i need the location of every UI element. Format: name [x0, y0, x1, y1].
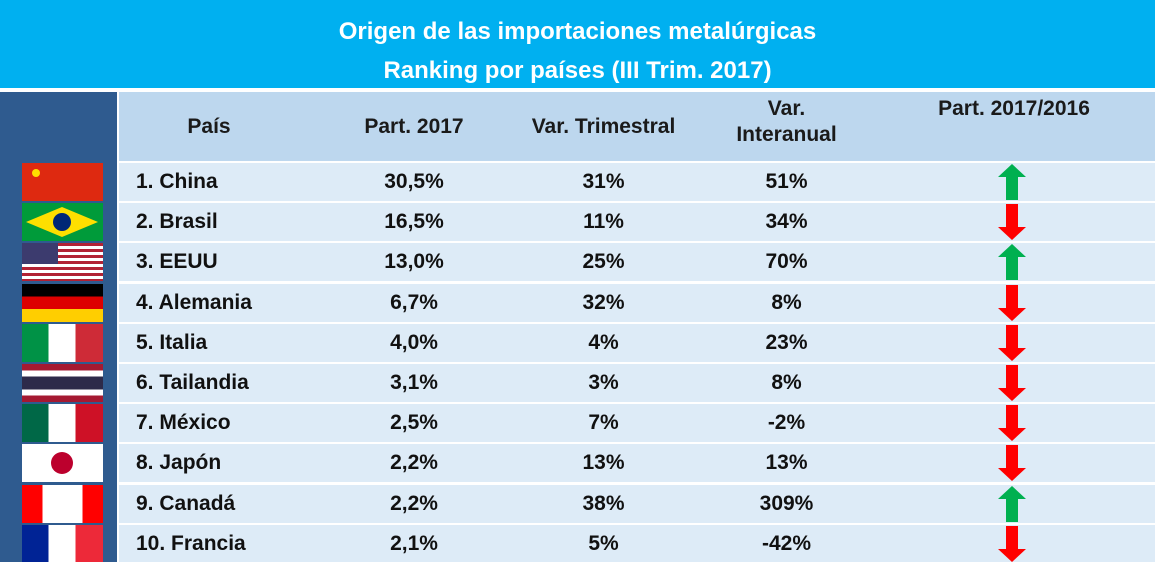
title-band: Origen de las importaciones metalúrgicas…: [0, 0, 1155, 88]
value-cell: 6,7%: [390, 290, 438, 314]
value-cell: 30,5%: [384, 170, 444, 193]
arrow: [998, 324, 1026, 361]
value-cell: 70%: [765, 250, 808, 274]
value-cell: 2,5%: [390, 411, 438, 435]
value-cell: 13%: [582, 451, 625, 475]
value-cell: 2,2%: [390, 491, 438, 515]
flag: [22, 243, 103, 282]
arrow: [998, 244, 1026, 281]
country: 5. Italia: [136, 330, 208, 354]
country: 9. Canadá: [136, 491, 236, 515]
value-cell: 13%: [765, 451, 808, 475]
table-row: 8. Japón 2,2% 13% 13%: [119, 444, 1155, 483]
value-cell: 31%: [582, 170, 625, 193]
table-row: 9. Canadá 2,2% 38% 309%: [119, 484, 1155, 523]
arrow-down: [998, 525, 1026, 562]
table-row: 10. Francia 2,1% 5% -42%: [119, 524, 1155, 562]
value-cell: 7%: [588, 411, 619, 435]
header-cell: País: [187, 115, 231, 138]
country: 2. Brasil: [136, 210, 218, 234]
value-cell: 5%: [588, 531, 619, 555]
flag: [22, 524, 103, 562]
value-cell: 3,1%: [390, 371, 438, 394]
flag: [22, 364, 103, 402]
arrow-down: [998, 405, 1026, 442]
table-row: 7. México 2,5% 7% -2%: [119, 404, 1155, 443]
value-cell: 25%: [582, 250, 625, 274]
value-cell: 16,5%: [384, 210, 444, 234]
value-cell: 3%: [588, 371, 619, 394]
arrow: [998, 365, 1026, 401]
country: 7. México: [136, 411, 231, 435]
country: 4. Alemania: [136, 290, 252, 314]
arrow-up: [998, 164, 1026, 200]
table-row: 3. EEUU 13,0% 25% 70%: [119, 243, 1155, 282]
arrow: [998, 485, 1026, 522]
country: 3. EEUU: [136, 250, 218, 274]
arrow-down: [998, 284, 1026, 321]
flag: [22, 203, 103, 242]
value-cell: 32%: [582, 290, 625, 314]
table-row: 2. Brasil 16,5% 11% 34%: [119, 203, 1155, 242]
flag: [22, 404, 103, 443]
table-row: 5. Italia 4,0% 4% 23%: [119, 323, 1155, 362]
header-cell: Var. Interanual: [736, 97, 837, 146]
value-cell: 4,0%: [390, 330, 438, 354]
flag: [22, 484, 103, 523]
value-cell: -42%: [761, 531, 812, 555]
table-row: 6. Tailandia 3,1% 3% 8%: [119, 364, 1155, 402]
table-row: 1. China 30,5% 31% 51%: [119, 163, 1155, 201]
header-cell: Part. 2017/2016: [938, 97, 1090, 120]
value-cell: 51%: [765, 170, 808, 193]
value-cell: 8%: [771, 371, 802, 394]
country: 1. China: [136, 170, 218, 193]
arrow-up: [998, 485, 1026, 522]
flag-detail: [22, 243, 58, 265]
arrow: [998, 164, 1026, 200]
value-cell: 34%: [765, 210, 808, 234]
arrow: [998, 445, 1026, 482]
arrow-up: [998, 244, 1026, 281]
arrow: [998, 204, 1026, 241]
arrow: [998, 405, 1026, 442]
value-cell: 8%: [771, 290, 802, 314]
country: 6. Tailandia: [136, 371, 249, 394]
flag-detail: [26, 207, 98, 238]
table-row: 4. Alemania 6,7% 32% 8%: [119, 283, 1155, 322]
flag-detail: [32, 169, 40, 177]
arrow: [998, 525, 1026, 562]
header-cell: Part. 2017: [364, 115, 464, 138]
value-cell: 38%: [582, 491, 625, 515]
title: Origen de las importaciones metalúrgicas: [338, 18, 817, 45]
value-cell: 11%: [583, 210, 624, 234]
flag: [22, 283, 103, 322]
header-cell: Var. Trimestral: [531, 115, 676, 138]
value-cell: -2%: [767, 411, 806, 435]
flag: [22, 163, 103, 201]
arrow-down: [998, 445, 1026, 482]
value-cell: 2,2%: [390, 451, 438, 475]
flag: [22, 323, 103, 362]
arrow: [998, 284, 1026, 321]
flag-detail: [51, 452, 73, 475]
subtitle: Ranking por países (III Trim. 2017): [383, 57, 772, 84]
value-cell: 2,1%: [390, 531, 438, 555]
value-cell: 23%: [765, 330, 808, 354]
value-cell: 13,0%: [384, 250, 444, 274]
value-cell: 309%: [759, 491, 814, 515]
country: 8. Japón: [136, 451, 222, 475]
value-cell: 4%: [588, 330, 619, 354]
arrow-down: [998, 365, 1026, 401]
arrow-down: [998, 324, 1026, 361]
arrow-down: [998, 204, 1026, 241]
header-row: País Part. 2017 Var. Trimestral Var. Intera…: [119, 92, 1155, 161]
country: 10. Francia: [136, 531, 246, 555]
flag: [22, 444, 103, 483]
